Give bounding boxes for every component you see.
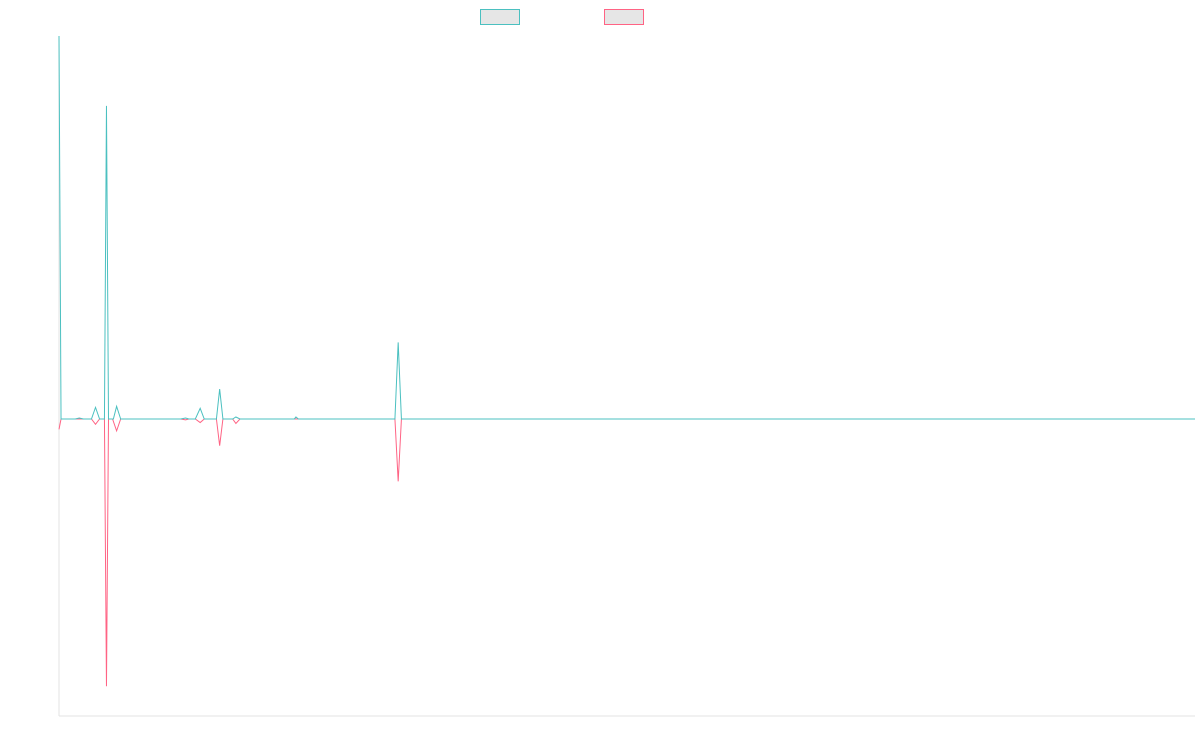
series-line-1: [58, 35, 1195, 420]
series-layer: [58, 35, 1195, 687]
legend-swatch-2[interactable]: [604, 9, 644, 25]
chart-axes: [58, 36, 1195, 717]
legend-swatch-1[interactable]: [480, 9, 520, 25]
series-line-2: [58, 418, 1195, 687]
